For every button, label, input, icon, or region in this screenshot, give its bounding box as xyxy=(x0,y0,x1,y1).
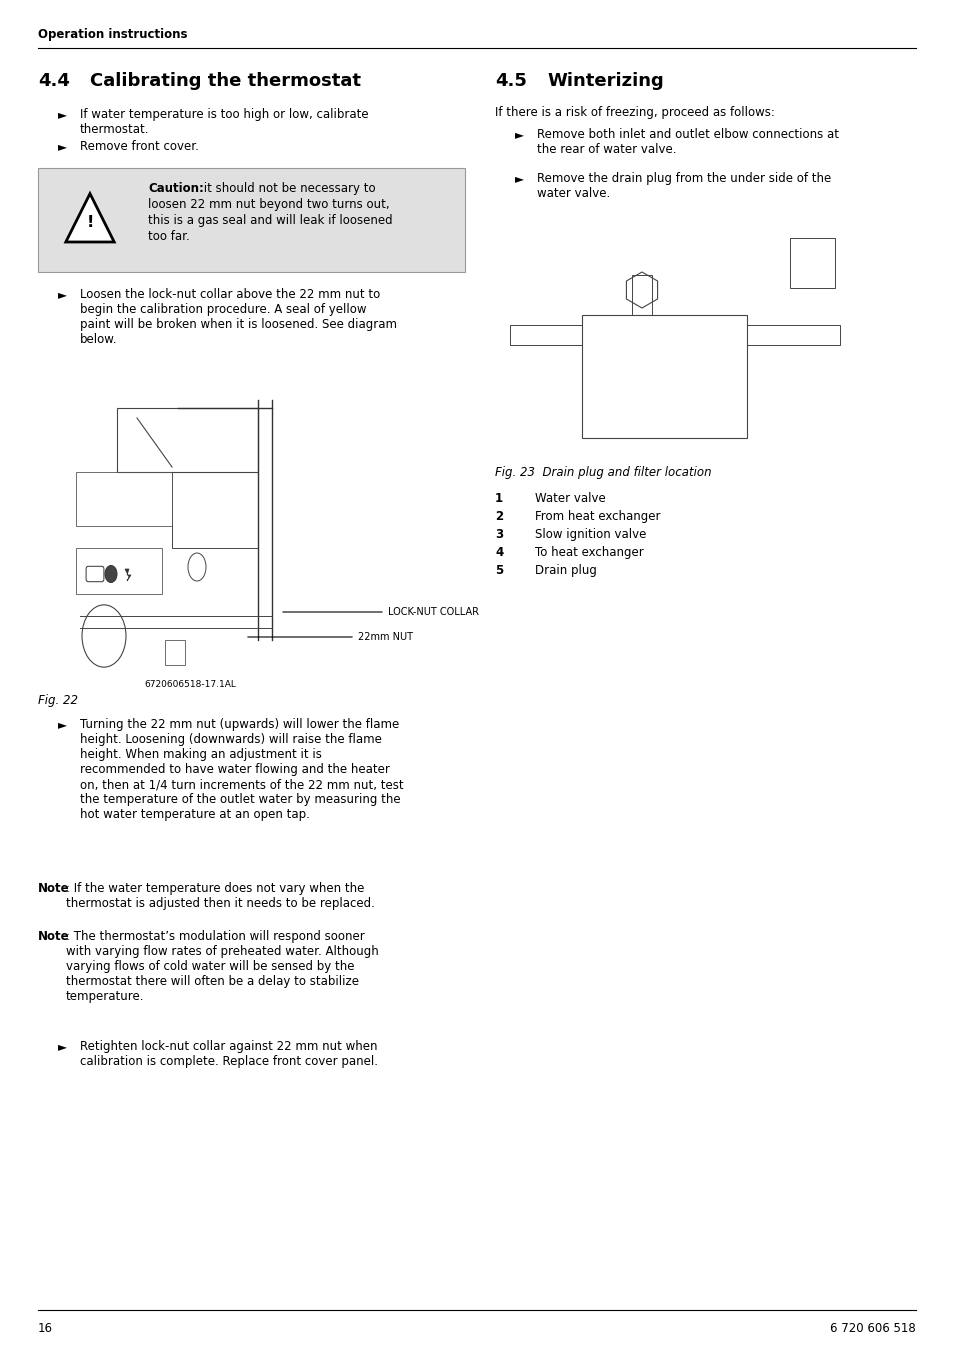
Text: too far.: too far. xyxy=(148,230,190,243)
Text: Turning the 22 mm nut (upwards) will lower the flame
height. Loosening (downward: Turning the 22 mm nut (upwards) will low… xyxy=(80,717,403,821)
Text: LOCK-NUT COLLAR: LOCK-NUT COLLAR xyxy=(388,607,478,617)
Text: 3: 3 xyxy=(495,528,502,540)
Bar xyxy=(581,315,746,438)
FancyBboxPatch shape xyxy=(38,168,464,272)
Text: Winterizing: Winterizing xyxy=(546,72,663,91)
Text: ►: ► xyxy=(58,1040,67,1052)
Bar xyxy=(165,640,185,665)
Bar xyxy=(76,471,172,526)
Text: Slow ignition valve: Slow ignition valve xyxy=(535,528,646,540)
Text: From heat exchanger: From heat exchanger xyxy=(535,509,659,523)
Text: : The thermostat’s modulation will respond sooner
with varying flow rates of pre: : The thermostat’s modulation will respo… xyxy=(66,929,378,1002)
Bar xyxy=(172,471,257,549)
Bar xyxy=(117,408,257,471)
Text: Loosen the lock-nut collar above the 22 mm nut to
begin the calibration procedur: Loosen the lock-nut collar above the 22 … xyxy=(80,288,396,346)
Text: Operation instructions: Operation instructions xyxy=(38,28,188,41)
Text: Fig. 23  Drain plug and filter location: Fig. 23 Drain plug and filter location xyxy=(495,466,711,480)
Bar xyxy=(789,238,834,288)
Text: If water temperature is too high or low, calibrate
thermostat.: If water temperature is too high or low,… xyxy=(80,108,368,136)
Text: 4: 4 xyxy=(495,546,503,559)
Bar xyxy=(631,276,651,315)
Text: 1: 1 xyxy=(495,492,502,505)
Bar xyxy=(76,549,162,594)
Text: ►: ► xyxy=(58,717,67,731)
Text: 22mm NUT: 22mm NUT xyxy=(357,632,413,642)
Text: 4.5: 4.5 xyxy=(495,72,526,91)
Text: ►: ► xyxy=(515,172,523,185)
Text: 6720606518-17.1AL: 6720606518-17.1AL xyxy=(144,680,235,689)
Circle shape xyxy=(105,566,117,582)
Bar xyxy=(746,326,840,345)
Text: this is a gas seal and will leak if loosened: this is a gas seal and will leak if loos… xyxy=(148,213,393,227)
Text: Water valve: Water valve xyxy=(535,492,605,505)
Text: ►: ► xyxy=(58,141,67,153)
Text: Remove the drain plug from the under side of the
water valve.: Remove the drain plug from the under sid… xyxy=(537,172,830,200)
Text: Caution:: Caution: xyxy=(148,182,204,195)
Text: 2: 2 xyxy=(495,509,502,523)
Text: Drain plug: Drain plug xyxy=(535,563,597,577)
Text: 6 720 606 518: 6 720 606 518 xyxy=(829,1323,915,1335)
Text: To heat exchanger: To heat exchanger xyxy=(535,546,643,559)
Text: Remove front cover.: Remove front cover. xyxy=(80,141,198,153)
Text: Retighten lock-nut collar against 22 mm nut when
calibration is complete. Replac: Retighten lock-nut collar against 22 mm … xyxy=(80,1040,377,1069)
Text: Remove both inlet and outlet elbow connections at
the rear of water valve.: Remove both inlet and outlet elbow conne… xyxy=(537,128,838,155)
Text: Calibrating the thermostat: Calibrating the thermostat xyxy=(90,72,360,91)
Text: Fig. 22: Fig. 22 xyxy=(38,694,78,707)
Text: : If the water temperature does not vary when the
thermostat is adjusted then it: : If the water temperature does not vary… xyxy=(66,882,375,911)
Text: 4.4: 4.4 xyxy=(38,72,70,91)
Text: ►: ► xyxy=(515,128,523,141)
Text: Note: Note xyxy=(38,929,70,943)
Polygon shape xyxy=(66,193,114,242)
Text: loosen 22 mm nut beyond two turns out,: loosen 22 mm nut beyond two turns out, xyxy=(148,199,389,211)
Text: Note: Note xyxy=(38,882,70,894)
Text: If there is a risk of freezing, proceed as follows:: If there is a risk of freezing, proceed … xyxy=(495,105,774,119)
Text: ►: ► xyxy=(58,288,67,301)
Text: ►: ► xyxy=(58,108,67,122)
Text: it should not be necessary to: it should not be necessary to xyxy=(200,182,375,195)
Text: !: ! xyxy=(86,215,93,230)
Bar xyxy=(510,326,581,345)
Text: 5: 5 xyxy=(495,563,503,577)
Text: 16: 16 xyxy=(38,1323,53,1335)
Polygon shape xyxy=(125,569,131,581)
